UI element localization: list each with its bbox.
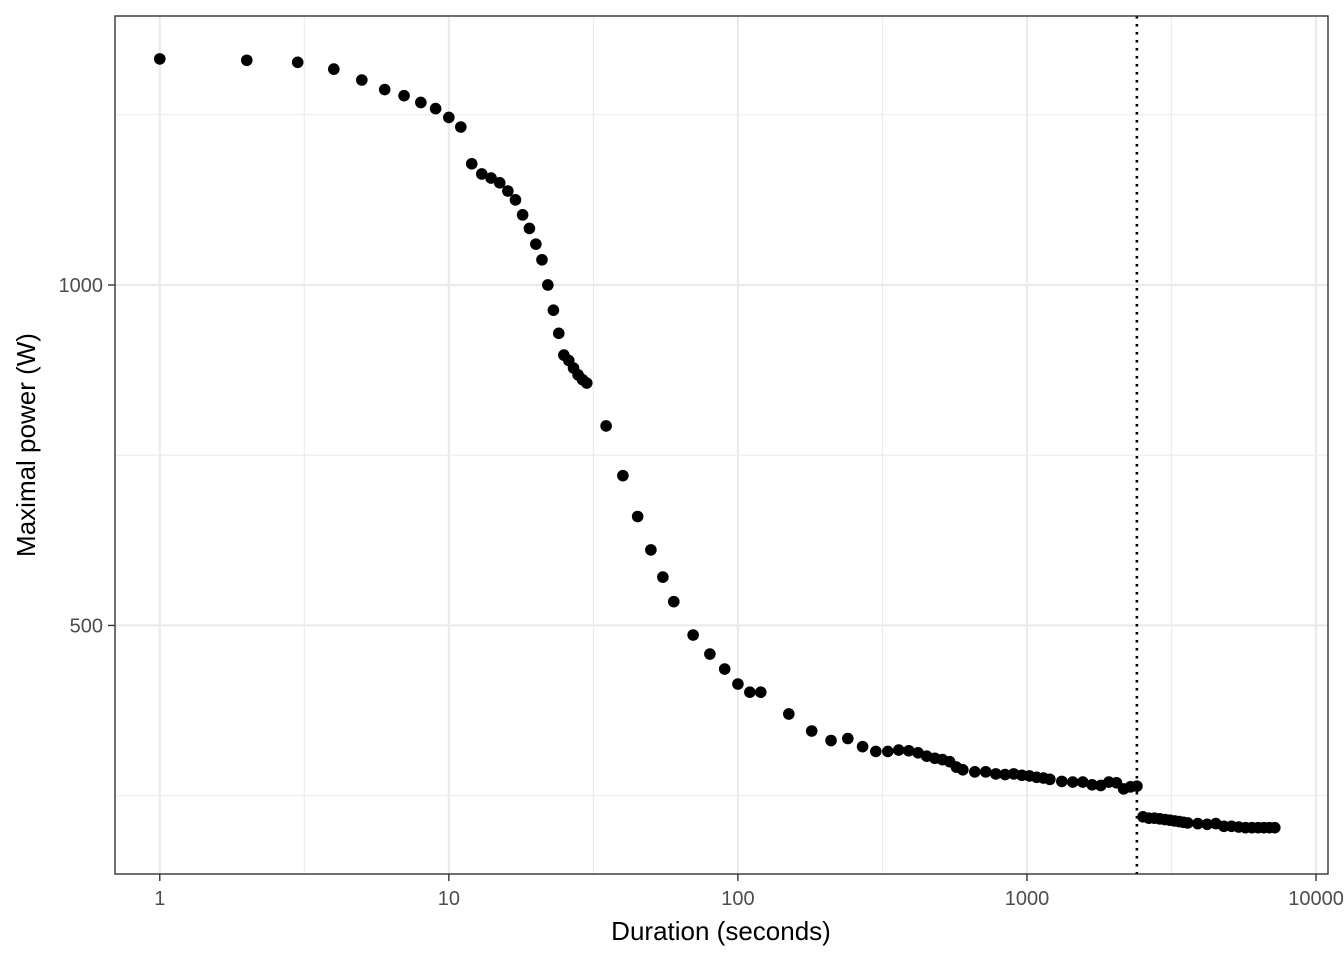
data-point (240, 54, 253, 67)
data-point (1268, 821, 1281, 834)
data-point (989, 768, 1002, 780)
data-point (493, 177, 506, 189)
data-point (552, 327, 565, 340)
data-point (502, 185, 514, 197)
grid-lines (115, 16, 1328, 874)
data-point (902, 744, 915, 757)
y-tick-label: 500 (70, 615, 103, 637)
data-point (509, 194, 522, 206)
data-point (1056, 775, 1068, 788)
data-point (805, 725, 818, 737)
data-point (530, 238, 542, 250)
data-point (328, 63, 340, 75)
y-axis-title: Maximal power (W) (11, 333, 41, 557)
data-point (892, 744, 905, 756)
data-point (645, 544, 657, 556)
panel-background (115, 16, 1328, 874)
data-point (704, 648, 716, 660)
data-point (631, 510, 644, 523)
data-point (485, 172, 497, 184)
data-point (870, 745, 882, 758)
data-point (1201, 818, 1213, 831)
data-point (523, 222, 536, 235)
x-tick-label: 1000 (1005, 888, 1050, 910)
data-point (969, 766, 981, 778)
x-tick-label: 100 (721, 888, 754, 910)
data-point (856, 740, 869, 753)
data-point (356, 74, 368, 86)
data-point (754, 686, 767, 698)
x-tick-label: 10 (438, 888, 460, 910)
data-point (842, 732, 854, 745)
data-point (1066, 776, 1079, 788)
data-point (516, 209, 529, 221)
data-point (465, 157, 478, 170)
data-point (475, 168, 488, 180)
data-point (455, 121, 467, 133)
data-point (536, 253, 548, 266)
panel-border (114, 15, 1329, 875)
data-point (1086, 779, 1098, 791)
data-point (744, 686, 756, 698)
x-tick-label: 1 (154, 888, 165, 910)
data-point (291, 56, 304, 69)
data-point (881, 745, 894, 758)
data-point (398, 89, 410, 102)
data-point (1077, 776, 1089, 788)
data-point (443, 111, 455, 124)
data-point (732, 678, 744, 690)
data-point (657, 571, 669, 583)
axis-ticks (108, 284, 1317, 881)
data-point (979, 766, 992, 778)
data-point (547, 304, 560, 316)
data-point (825, 734, 837, 747)
data-point (687, 629, 699, 641)
data-point (617, 469, 629, 482)
data-point (718, 663, 731, 675)
data-point (667, 595, 680, 608)
data-point (600, 420, 612, 432)
data-point (1131, 780, 1143, 792)
data-point (957, 764, 969, 776)
x-axis-tick-labels: 1 10 100 1000 10000 (154, 888, 1344, 910)
data-point (580, 377, 593, 389)
y-axis-tick-labels: 500 1000 (59, 275, 104, 637)
x-axis-title: Duration (seconds) (611, 916, 831, 946)
data-point (378, 83, 391, 96)
data-point (415, 96, 427, 109)
x-tick-label: 10000 (1288, 888, 1344, 910)
data-point (429, 102, 442, 115)
data-point (542, 279, 554, 291)
data-point (999, 768, 1011, 781)
data-point (153, 53, 166, 65)
data-point (1044, 773, 1056, 786)
data-point (783, 708, 795, 720)
data-point (1181, 817, 1194, 829)
data-points (153, 53, 1281, 834)
data-point (1192, 817, 1204, 830)
y-tick-label: 1000 (59, 275, 104, 297)
